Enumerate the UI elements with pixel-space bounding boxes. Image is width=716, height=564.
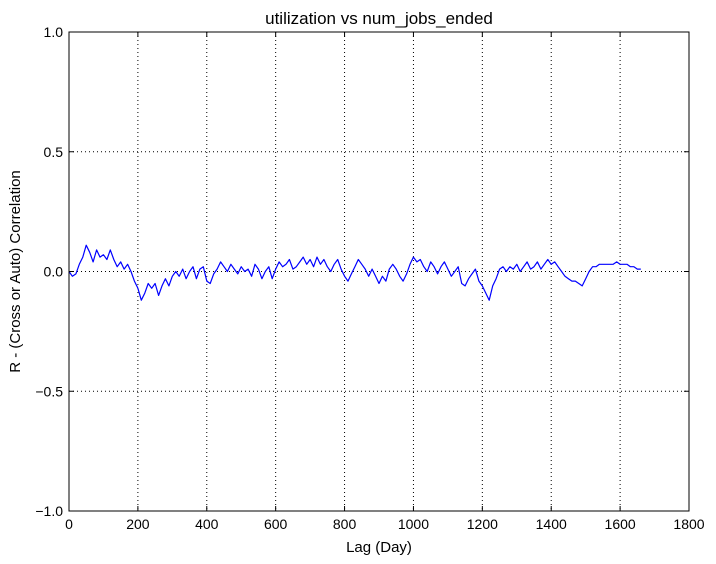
- x-tick-label: 400: [195, 516, 219, 532]
- x-tick-label: 1400: [536, 516, 567, 532]
- x-tick-label: 1200: [467, 516, 498, 532]
- y-tick-label: 0.5: [44, 144, 64, 160]
- ticks: [68, 31, 690, 512]
- x-tick-label: 200: [126, 516, 150, 532]
- x-tick-label: 600: [264, 516, 288, 532]
- y-tick-labels: −1.0 −0.5 0.0 0.5 1.0: [35, 24, 63, 519]
- x-tick-label: 800: [333, 516, 357, 532]
- y-tick-label: −1.0: [35, 503, 63, 519]
- y-tick-label: −0.5: [35, 383, 63, 399]
- y-axis-label: R - (Cross or Auto) Correlation: [7, 170, 24, 373]
- x-tick-label: 0: [65, 516, 73, 532]
- x-tick-label: 1800: [673, 516, 704, 532]
- y-tick-label: 0.0: [44, 264, 64, 280]
- y-tick-label: 1.0: [44, 24, 64, 40]
- chart-title: utilization vs num_jobs_ended: [265, 9, 493, 28]
- x-tick-label: 1600: [605, 516, 636, 532]
- x-tick-label: 1000: [398, 516, 429, 532]
- series-line-correlation: [68, 244, 641, 301]
- x-axis-label: Lag (Day): [346, 539, 412, 556]
- x-tick-labels: 0 200 400 600 800 1000 1200 1400 1600 1800: [65, 516, 705, 532]
- series-layer: [68, 244, 641, 301]
- grid: [69, 32, 689, 511]
